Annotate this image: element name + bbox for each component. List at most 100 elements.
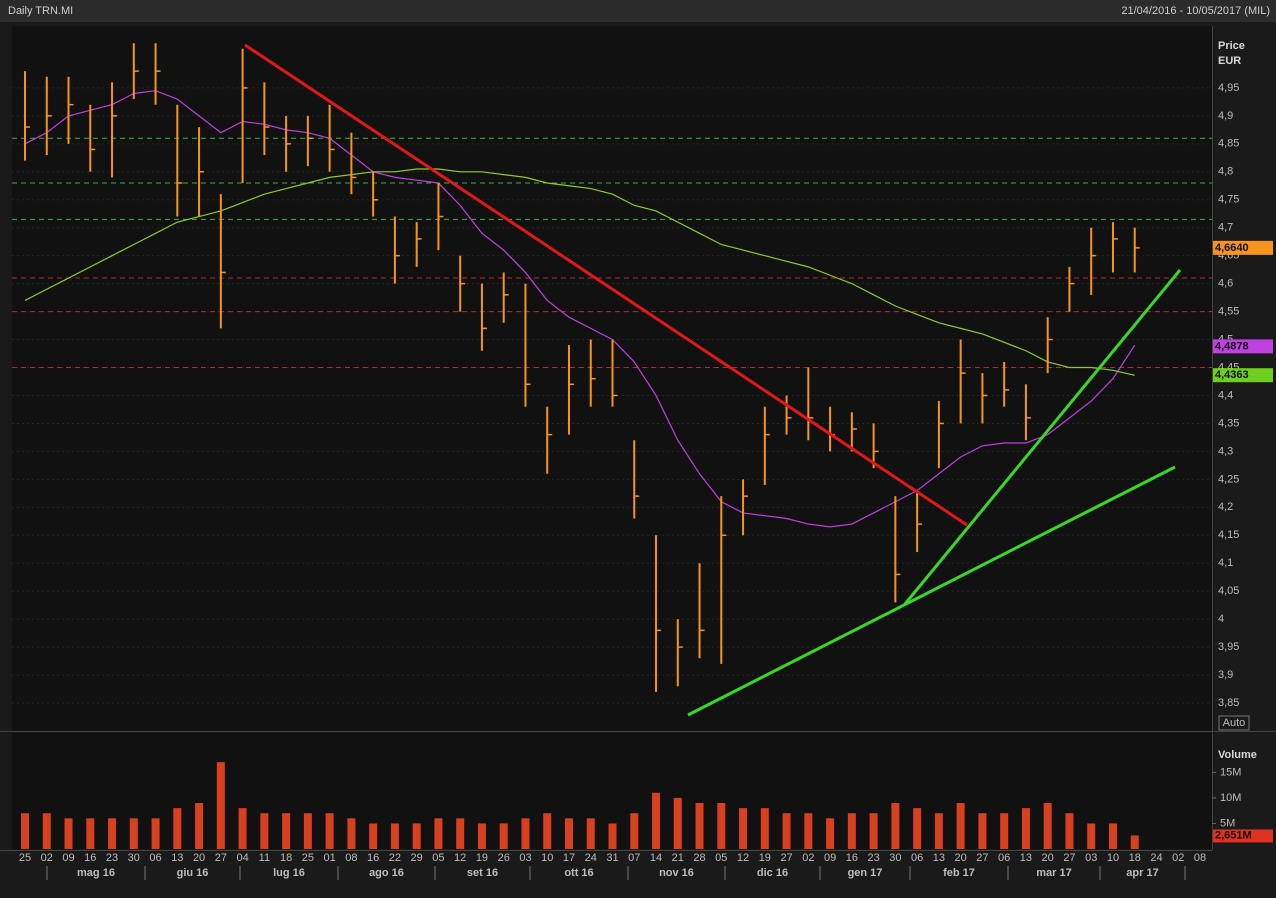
x-tick-label: 22: [389, 852, 401, 864]
trendline: [903, 269, 1182, 605]
x-tick-label: 29: [411, 852, 423, 864]
volume-bar: [891, 803, 900, 849]
last-value-marker: [1213, 240, 1273, 255]
last-value-label: 4,6640: [1215, 242, 1249, 254]
volume-tick-label: 5M: [1220, 817, 1235, 829]
volume-bar: [173, 808, 182, 849]
volume-bar: [260, 813, 269, 849]
x-tick-label: 06: [998, 852, 1010, 864]
x-tick-label: 30: [128, 852, 140, 864]
volume-bar: [739, 808, 748, 849]
volume-bar: [956, 803, 965, 849]
volume-bar: [717, 803, 726, 849]
x-tick-label: 18: [1129, 852, 1141, 864]
x-tick-label: 16: [846, 852, 858, 864]
last-value-marker: [1213, 339, 1273, 354]
volume-last-label: 2,651M: [1215, 829, 1252, 841]
volume-bar: [434, 818, 443, 849]
volume-bar: [1065, 813, 1074, 849]
month-label: apr 17: [1126, 867, 1158, 879]
x-tick-label: 21: [672, 852, 684, 864]
y-tick-label: 4,8: [1218, 166, 1233, 178]
volume-bar: [282, 813, 291, 849]
y-tick-label: 4: [1218, 613, 1224, 625]
volume-bar: [1021, 808, 1030, 849]
auto-button-label[interactable]: Auto: [1223, 717, 1246, 729]
month-label: giu 16: [177, 867, 209, 879]
volume-bar: [847, 813, 856, 849]
month-label: dic 16: [757, 867, 788, 879]
y-tick-label: 4,05: [1218, 585, 1239, 597]
volume-bar: [564, 818, 573, 849]
volume-bar: [586, 818, 595, 849]
x-tick-label: 27: [1063, 852, 1075, 864]
price-label: Price: [1218, 40, 1245, 52]
volume-bar: [1000, 813, 1009, 849]
volume-bar: [477, 823, 486, 849]
x-tick-label: 12: [454, 852, 466, 864]
x-tick-label: 02: [802, 852, 814, 864]
volume-bar: [673, 797, 682, 849]
chart-title: Daily TRN.MI: [8, 5, 73, 17]
x-tick-label: 14: [650, 852, 662, 864]
volume-bar: [913, 808, 922, 849]
volume-bar: [630, 813, 639, 849]
x-tick-label: 27: [976, 852, 988, 864]
volume-bar: [86, 818, 95, 849]
x-tick-label: 01: [324, 852, 336, 864]
x-tick-label: 03: [1085, 852, 1097, 864]
x-tick-label: 02: [41, 852, 53, 864]
last-value-marker: [1213, 368, 1273, 383]
month-label: ott 16: [564, 867, 593, 879]
volume-bar: [521, 818, 530, 849]
month-label: lug 16: [273, 867, 305, 879]
x-tick-label: 12: [737, 852, 749, 864]
y-tick-label: 4,95: [1218, 82, 1239, 94]
x-tick-label: 13: [933, 852, 945, 864]
volume-bar: [238, 808, 247, 849]
x-tick-label: 20: [955, 852, 967, 864]
volume-bar: [695, 803, 704, 849]
volume-bar: [216, 762, 225, 849]
plot-layer: 3,85 3,9 3,95 4 4,05 4,1 4,15 4,2 4,25 4,3 4,35 4,4…: [12, 43, 1273, 880]
auto-button[interactable]: [1218, 715, 1250, 731]
month-label: gen 17: [848, 867, 883, 879]
volume-bar: [1130, 835, 1139, 849]
x-tick-label: 17: [563, 852, 575, 864]
volume-bar: [934, 813, 943, 849]
y-tick-label: 4,25: [1218, 473, 1239, 485]
x-tick-label: 27: [780, 852, 792, 864]
month-label: set 16: [467, 867, 498, 879]
x-tick-label: 23: [867, 852, 879, 864]
volume-bar: [412, 823, 421, 849]
y-tick-label: 4,9: [1218, 110, 1233, 122]
x-tick-label: 25: [302, 852, 314, 864]
x-tick-label: 09: [62, 852, 74, 864]
x-tick-label: 28: [693, 852, 705, 864]
volume-bar: [608, 823, 617, 849]
volume-bar: [347, 818, 356, 849]
y-tick-label: 3,85: [1218, 697, 1239, 709]
month-label: mag 16: [77, 867, 115, 879]
trendline: [244, 43, 968, 527]
x-tick-label: 20: [1042, 852, 1054, 864]
x-tick-label: 06: [149, 852, 161, 864]
x-tick-label: 23: [106, 852, 118, 864]
volume-bar: [64, 818, 73, 849]
moving-average: [24, 168, 1135, 376]
currency-label: EUR: [1218, 55, 1241, 67]
y-tick-label: 4,7: [1218, 222, 1233, 234]
y-tick-label: 3,9: [1218, 669, 1233, 681]
volume-bar: [369, 823, 378, 849]
x-tick-label: 18: [280, 852, 292, 864]
volume-bar: [151, 818, 160, 849]
volume-bar: [826, 818, 835, 849]
volume-bar: [1108, 823, 1117, 849]
x-tick-label: 26: [498, 852, 510, 864]
x-tick-label: 24: [1150, 852, 1162, 864]
x-tick-label: 11: [259, 852, 270, 864]
volume-bar: [303, 813, 312, 849]
volume-bar: [195, 803, 204, 849]
x-tick-label: 31: [606, 852, 618, 864]
